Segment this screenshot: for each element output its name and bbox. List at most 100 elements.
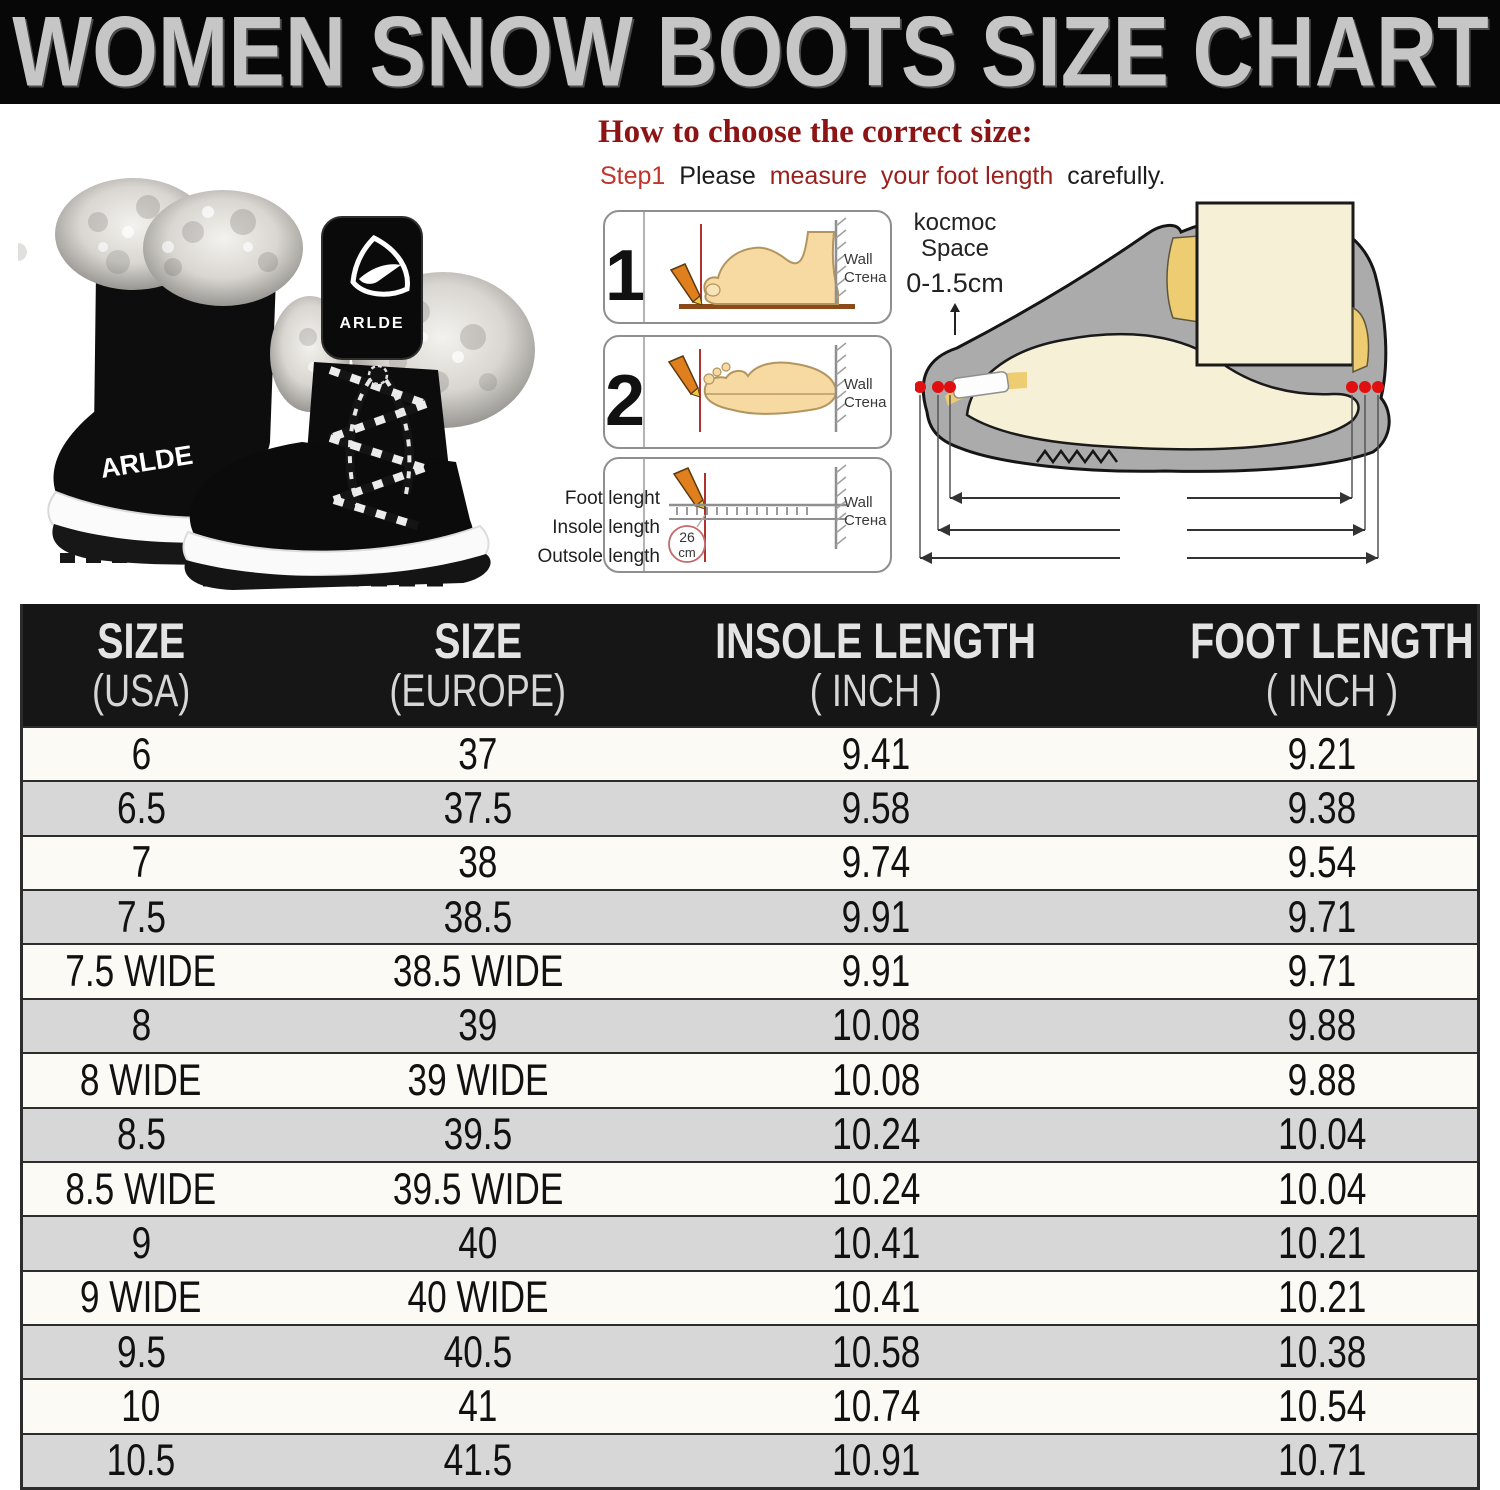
step-label: Step1 xyxy=(600,162,666,190)
table-cell: 10.41 xyxy=(831,1218,921,1268)
table-cell: 10 xyxy=(121,1381,161,1431)
table-cell: 10.21 xyxy=(1277,1218,1367,1268)
wall-hatch xyxy=(834,464,847,549)
table-cell: 9.88 xyxy=(1287,1054,1357,1105)
wall-label-en: Wall xyxy=(844,376,873,393)
step-box-1: 1 Wall Стена xyxy=(603,210,892,324)
wall-label-ru: Стена xyxy=(844,269,887,286)
table-cell: 10.08 xyxy=(831,1054,921,1105)
pencil-icon xyxy=(672,467,706,510)
table-cell: 10.08 xyxy=(831,1000,921,1051)
wall-label-en: Wall xyxy=(844,494,873,511)
table-row: 7.5 38.5 9.91 9.71 xyxy=(23,889,1477,944)
table-row: 10 41 10.74 10.54 xyxy=(23,1378,1477,1433)
table-cell: 9.38 xyxy=(1287,783,1357,833)
table-cell: 10.91 xyxy=(831,1435,921,1486)
length-circle: 26 cm xyxy=(668,514,706,563)
banner-title: WOMEN SNOW BOOTS SIZE CHART xyxy=(11,0,1489,107)
table-cell: 10.5 xyxy=(106,1435,176,1486)
table-cell: 39 WIDE xyxy=(407,1054,549,1105)
table-cell: 10.21 xyxy=(1277,1272,1367,1323)
table-cell: 10.74 xyxy=(831,1381,921,1431)
step-box-3: 26 cm Wall Стена xyxy=(603,457,892,573)
leg xyxy=(1195,201,1355,367)
table-cell: 9.71 xyxy=(1287,891,1357,942)
header-cell-insole-length: INSOLE LENGTH ( INCH ) xyxy=(715,612,1037,717)
table-cell: 37 xyxy=(458,728,498,779)
space-note-line1: kocmoc xyxy=(913,209,997,236)
table-cell: 9.58 xyxy=(841,783,911,833)
table-cell: 9.88 xyxy=(1287,1000,1357,1051)
table-cell: 41.5 xyxy=(443,1435,513,1486)
step-instruction: Step1 Please measure your foot length ca… xyxy=(600,162,1172,191)
fit-diagram xyxy=(915,201,1391,564)
table-cell: 7 xyxy=(131,837,151,888)
table-cell: 8.5 xyxy=(116,1109,166,1159)
table-cell: 38 xyxy=(458,837,498,888)
outsole-length-label: Outsole length xyxy=(537,546,660,567)
table-cell: 9.74 xyxy=(841,837,911,888)
footprint-illustration xyxy=(703,361,838,415)
heel-lining xyxy=(1352,306,1370,374)
table-cell: 10.54 xyxy=(1277,1381,1367,1431)
table-cell: 39 xyxy=(458,1000,498,1051)
wall-label-ru: Стена xyxy=(844,394,887,411)
table-row: 6 37 9.41 9.21 xyxy=(23,726,1477,781)
tongue-lining xyxy=(1166,235,1200,323)
measure-guides xyxy=(919,395,1379,558)
table-cell: 7.5 WIDE xyxy=(65,946,217,996)
wall-label-en: Wall xyxy=(844,251,873,268)
table-cell: 8.5 WIDE xyxy=(65,1163,217,1214)
laces xyxy=(328,364,428,531)
table-cell: 7.5 xyxy=(116,891,166,942)
tread-zigzag xyxy=(1035,448,1119,465)
table-cell: 9.54 xyxy=(1287,837,1357,888)
fur-cuff xyxy=(18,178,303,306)
table-cell: 8 xyxy=(131,1000,151,1051)
table-row: 6.5 37.5 9.58 9.38 xyxy=(23,780,1477,835)
length-value: 26 xyxy=(679,529,695,545)
step-box-2: 2 Wall Стена xyxy=(603,335,892,449)
header-cell-size-usa: SIZE (USA) xyxy=(91,612,191,717)
table-cell: 41 xyxy=(458,1381,498,1431)
table-cell: 10.71 xyxy=(1277,1435,1367,1486)
header-cell-foot-length: FOOT LENGTH ( INCH ) xyxy=(1190,612,1474,717)
size-table-header: SIZE (USA) SIZE (EUROPE) INSOLE LENGTH (… xyxy=(23,604,1477,726)
wall-hatch xyxy=(834,342,847,432)
banner: WOMEN SNOW BOOTS SIZE CHART xyxy=(0,0,1500,107)
table-cell: 40 WIDE xyxy=(407,1272,549,1323)
step-text-3: your foot length xyxy=(880,162,1054,190)
table-cell: 9.91 xyxy=(841,946,911,996)
table-cell: 10.04 xyxy=(1277,1109,1367,1159)
table-cell: 40.5 xyxy=(443,1326,513,1377)
foot-length-label: Foot lenght xyxy=(564,488,660,509)
table-cell: 39.5 WIDE xyxy=(392,1163,564,1214)
table-cell: 39.5 xyxy=(443,1109,513,1159)
foot-side-illustration xyxy=(703,231,839,305)
table-cell: 10.04 xyxy=(1277,1163,1367,1214)
table-row: 9 WIDE 40 WIDE 10.41 10.21 xyxy=(23,1269,1477,1324)
table-cell: 9.5 xyxy=(116,1326,166,1377)
space-note-range: 0-1.5cm xyxy=(906,268,1004,298)
table-row: 7.5 WIDE 38.5 WIDE 9.91 9.71 xyxy=(23,943,1477,998)
table-row: 7 38 9.74 9.54 xyxy=(23,834,1477,890)
measure-dots xyxy=(915,381,1384,393)
right-boot: ARLDE xyxy=(182,216,535,590)
space-note-line2: Space xyxy=(920,235,990,262)
table-row: 8 WIDE 39 WIDE 10.08 9.88 xyxy=(23,1052,1477,1107)
toe-space-note: kocmoc Space 0-1.5cm xyxy=(900,210,1010,337)
wall-hatch xyxy=(834,217,847,304)
step-text-2: measure xyxy=(769,162,867,190)
table-cell: 9.41 xyxy=(841,728,911,779)
table-cell: 10.38 xyxy=(1277,1326,1367,1377)
step-number: 1 xyxy=(605,236,645,316)
table-cell: 38.5 xyxy=(443,891,513,942)
table-cell: 9.91 xyxy=(841,891,911,942)
table-row: 8.5 WIDE 39.5 WIDE 10.24 10.04 xyxy=(23,1160,1477,1216)
table-cell: 9.21 xyxy=(1287,728,1357,779)
table-row: 8 39 10.08 9.88 xyxy=(23,997,1477,1053)
measure-arrowheads xyxy=(920,492,1378,564)
table-cell: 9 WIDE xyxy=(80,1272,202,1323)
guide-heading: How to choose the correct size: xyxy=(598,114,1033,150)
